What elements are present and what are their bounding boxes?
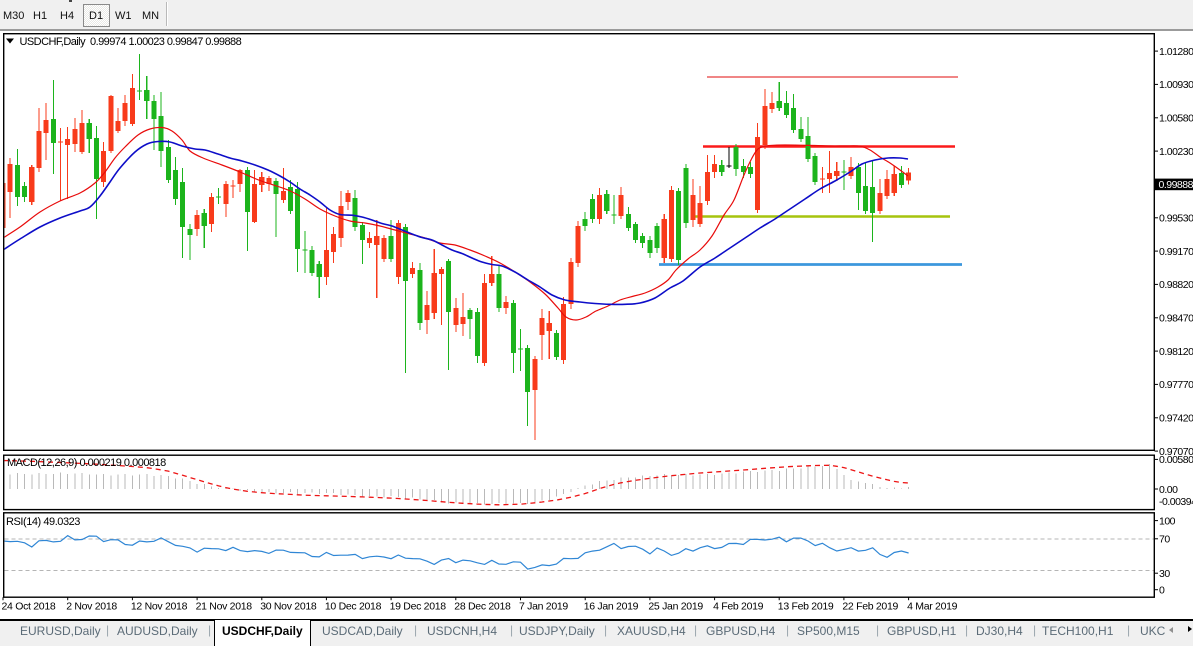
svg-text:4 Mar 2019: 4 Mar 2019 <box>907 600 958 612</box>
svg-text:0.98820: 0.98820 <box>1159 279 1193 291</box>
svg-text:MACD(12,26,9) 0.000219 0.00081: MACD(12,26,9) 0.000219 0.000818 <box>7 457 166 469</box>
svg-text:1.00580: 1.00580 <box>1159 113 1193 125</box>
svg-text:2 Nov 2018: 2 Nov 2018 <box>66 600 117 612</box>
svg-text:0.99170: 0.99170 <box>1159 246 1193 258</box>
svg-text:0.98470: 0.98470 <box>1159 313 1193 325</box>
svg-text:19 Dec 2018: 19 Dec 2018 <box>390 600 447 612</box>
svg-text:0.97420: 0.97420 <box>1159 413 1193 425</box>
svg-text:30 Nov 2018: 30 Nov 2018 <box>260 600 317 612</box>
svg-text:7 Jan 2019: 7 Jan 2019 <box>519 600 568 612</box>
svg-text:10 Dec 2018: 10 Dec 2018 <box>325 600 382 612</box>
svg-text:-0.00394: -0.00394 <box>1159 496 1193 508</box>
svg-text:12 Nov 2018: 12 Nov 2018 <box>131 600 188 612</box>
svg-text:30: 30 <box>1159 568 1170 580</box>
svg-text:0.98120: 0.98120 <box>1159 346 1193 358</box>
svg-text:0.99888: 0.99888 <box>1159 179 1193 191</box>
svg-text:4 Feb 2019: 4 Feb 2019 <box>713 600 764 612</box>
svg-text:21 Nov 2018: 21 Nov 2018 <box>196 600 253 612</box>
svg-text:13 Feb 2019: 13 Feb 2019 <box>778 600 834 612</box>
svg-text:1.00930: 1.00930 <box>1159 79 1193 91</box>
svg-text:USDCHF,Daily 0.99974 1.00023: USDCHF,Daily 0.99974 1.00023 0.99847 0.9… <box>20 36 242 48</box>
svg-text:100: 100 <box>1159 515 1176 527</box>
svg-text:25 Jan 2019: 25 Jan 2019 <box>648 600 703 612</box>
svg-text:0.00: 0.00 <box>1159 484 1178 496</box>
svg-text:0.97770: 0.97770 <box>1159 379 1193 391</box>
svg-text:RSI(14) 49.0323: RSI(14) 49.0323 <box>6 516 80 528</box>
svg-text:1.01280: 1.01280 <box>1159 46 1193 58</box>
svg-text:0.99530: 0.99530 <box>1159 213 1193 225</box>
svg-text:16 Jan 2019: 16 Jan 2019 <box>584 600 639 612</box>
svg-text:0: 0 <box>1159 584 1165 596</box>
svg-text:24 Oct 2018: 24 Oct 2018 <box>2 600 56 612</box>
svg-text:0.97070: 0.97070 <box>1159 446 1193 458</box>
svg-text:28 Dec 2018: 28 Dec 2018 <box>454 600 511 612</box>
svg-text:70: 70 <box>1159 534 1170 546</box>
svg-text:22 Feb 2019: 22 Feb 2019 <box>842 600 898 612</box>
svg-text:0.005802: 0.005802 <box>1159 454 1193 466</box>
svg-text:1.00230: 1.00230 <box>1159 146 1193 158</box>
